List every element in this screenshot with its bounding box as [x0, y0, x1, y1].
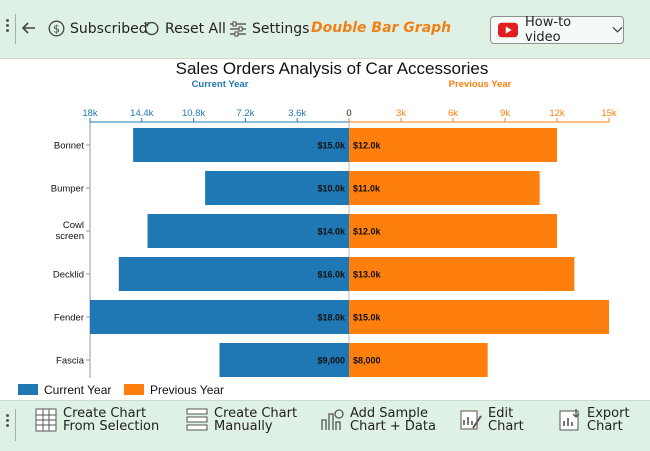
bottom-grip-icon[interactable]: [6, 412, 10, 429]
previous-year-tick-label: 9k: [500, 108, 510, 119]
current-year-tick-label: 10.8k: [182, 108, 205, 119]
current-year-bar: [147, 214, 349, 248]
add-sample-line1: Add Sample: [350, 406, 429, 421]
create-selection-line2: From Selection: [63, 419, 160, 434]
subscribed-label: Subscribed: [70, 20, 148, 37]
current-year-bar: [219, 343, 349, 377]
reset-icon: [144, 21, 159, 36]
previous-year-bar: [349, 214, 557, 248]
toolbar-divider: [15, 14, 16, 44]
category-label: Fascia: [56, 356, 85, 367]
back-arrow-icon: [21, 22, 35, 34]
subscribed-button[interactable]: $ Subscribed: [48, 20, 148, 37]
reset-all-button[interactable]: Reset All: [143, 20, 226, 37]
create-chart-from-selection-button[interactable]: Create Chart From Selection: [35, 407, 159, 433]
top-toolbar: $ Subscribed Reset All Settings Double B…: [0, 0, 650, 59]
bottom-toolbar: [0, 400, 650, 451]
current-year-bar: [133, 128, 349, 162]
previous-year-axis-title: Previous Year: [449, 79, 512, 90]
current-year-value-label: $15.0k: [317, 141, 346, 151]
settings-sliders-icon: [230, 21, 246, 37]
legend-current-swatch: [18, 384, 38, 395]
previous-year-bar: [349, 128, 557, 162]
current-year-tick-label: 14.4k: [130, 108, 153, 119]
create-chart-manually-button[interactable]: Create Chart Manually: [186, 407, 297, 433]
edit-chart-button[interactable]: Edit Chart: [460, 407, 524, 433]
current-year-tick-label: 18k: [82, 108, 98, 119]
previous-year-value-label: $12.0k: [353, 227, 382, 237]
legend-previous-swatch: [124, 384, 144, 395]
previous-year-bar: [349, 171, 540, 205]
edit-line2: Chart: [488, 419, 524, 434]
previous-year-value-label: $15.0k: [353, 313, 382, 323]
previous-year-tick-label: 6k: [448, 108, 458, 119]
youtube-icon: [498, 22, 519, 38]
create-manual-line1: Create Chart: [214, 406, 298, 421]
current-year-value-label: $16.0k: [317, 270, 346, 280]
sample-chart-icon: [321, 409, 344, 430]
previous-year-tick-label: 12k: [549, 108, 565, 119]
how-to-video-button[interactable]: How-to video: [490, 15, 624, 45]
current-year-axis-title: Current Year: [192, 79, 249, 90]
create-manual-line2: Manually: [214, 419, 273, 434]
previous-year-value-label: $12.0k: [353, 141, 382, 151]
export-chart-button[interactable]: Export Chart: [559, 407, 630, 433]
form-list-icon: [186, 408, 208, 431]
previous-year-bar: [349, 300, 609, 334]
previous-year-value-label: $13.0k: [353, 270, 382, 280]
back-button[interactable]: [20, 19, 38, 37]
double-bar-chart: Sales Orders Analysis of Car Accessories…: [18, 59, 617, 397]
add-sample-line2: Chart + Data: [350, 419, 436, 434]
how-to-video-label: How-to video: [525, 15, 572, 45]
current-year-tick-label: 7.2k: [236, 108, 254, 119]
previous-year-tick-label: 3k: [396, 108, 406, 119]
toolbar-grip-icon[interactable]: [6, 17, 10, 34]
previous-year-bar: [349, 343, 488, 377]
previous-year-value-label: $8,000: [353, 356, 381, 366]
legend-previous-label: Previous Year: [150, 383, 224, 397]
reset-all-label: Reset All: [165, 20, 226, 37]
add-sample-chart-button[interactable]: Add Sample Chart + Data: [320, 407, 436, 433]
current-year-value-label: $14.0k: [317, 227, 346, 237]
legend-current-label: Current Year: [44, 383, 111, 397]
current-year-tick-label: 0: [346, 108, 351, 119]
current-year-value-label: $10.0k: [317, 184, 346, 194]
chevron-down-icon: [612, 26, 623, 33]
edit-chart-icon: [460, 410, 482, 430]
export-line2: Chart: [587, 419, 623, 434]
edit-line1: Edit: [488, 406, 514, 421]
current-year-bar: [205, 171, 349, 205]
previous-year-value-label: $11.0k: [353, 184, 381, 194]
dollar-circle-icon: $: [48, 20, 65, 37]
previous-year-tick-label: 15k: [601, 108, 617, 119]
current-year-tick-label: 3.6k: [288, 108, 306, 119]
previous-year-bar: [349, 257, 575, 291]
category-label: screen: [55, 231, 84, 242]
export-line1: Export: [587, 406, 630, 421]
category-label: Cowl: [63, 220, 84, 231]
settings-label: Settings: [252, 20, 310, 37]
bottom-divider: [15, 409, 16, 441]
settings-button[interactable]: Settings: [229, 20, 309, 37]
category-label: Fender: [54, 313, 84, 324]
category-label: Decklid: [53, 270, 84, 281]
svg-text:$: $: [53, 23, 60, 36]
current-year-bar: [118, 257, 350, 291]
table-grid-icon: [35, 408, 57, 432]
create-selection-line1: Create Chart: [63, 406, 147, 421]
category-label: Bonnet: [54, 141, 84, 152]
brand-title: Double Bar Graph: [311, 20, 452, 36]
export-chart-icon: [559, 409, 580, 431]
category-label: Bumper: [51, 184, 84, 195]
chart-title: Sales Orders Analysis of Car Accessories: [176, 59, 489, 78]
current-year-bar: [90, 300, 349, 334]
current-year-value-label: $9,000: [317, 356, 345, 366]
current-year-value-label: $18.0k: [317, 313, 346, 323]
